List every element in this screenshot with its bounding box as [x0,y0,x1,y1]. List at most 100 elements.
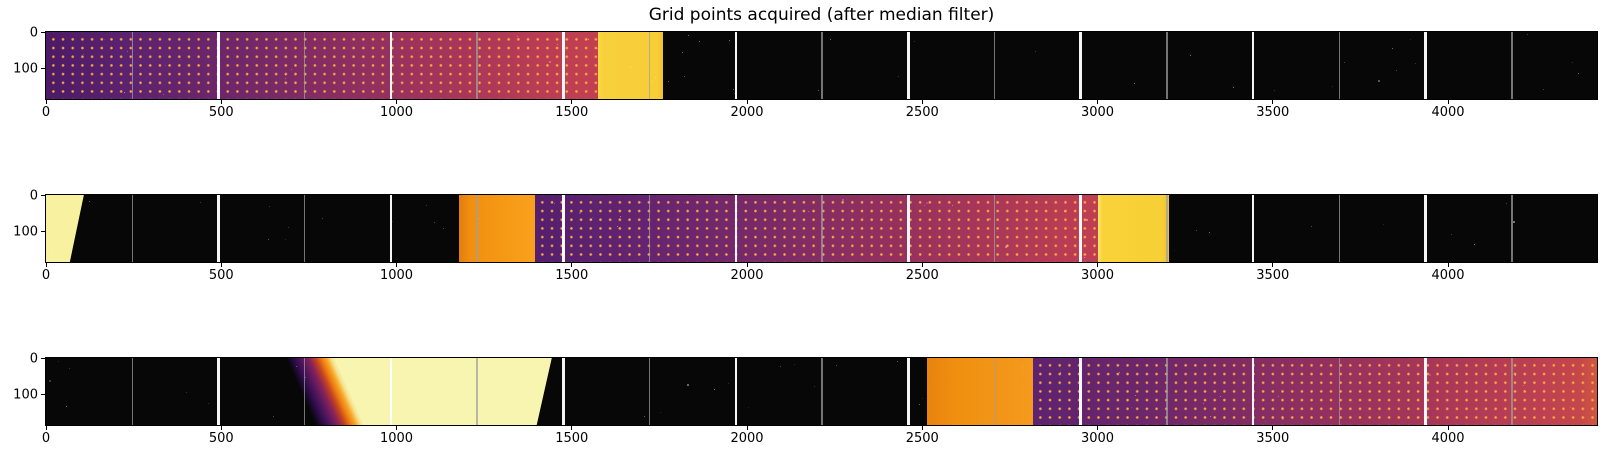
panel-gap-line-dim [131,358,133,425]
noise-speck [683,202,685,204]
panel-gap-line-bright [1079,195,1082,262]
noise-speck [1264,421,1266,423]
x-tick-label: 1000 [379,105,414,120]
noise-speck [619,215,621,217]
noise-speck [1377,80,1380,83]
noise-speck [477,218,479,220]
x-tick-label: 1500 [555,268,589,283]
figure-title: Grid points acquired (after median filte… [648,5,995,25]
x-tick-label: 3500 [1256,105,1290,120]
noise-speck [1118,372,1120,374]
y-tick-label: 0 [29,351,38,366]
noise-speck [1069,227,1071,229]
x-tick-label: 2000 [730,431,764,446]
panel-gap-line-dim [993,32,996,99]
panel-gap-line-dim [131,195,133,262]
noise-speck [88,200,90,202]
y-tick-mark [41,231,45,232]
noise-speck [1392,48,1394,50]
noise-speck [921,397,923,399]
noise-speck [272,416,274,418]
noise-speck [862,216,864,218]
panel-gap-line-dim [476,358,478,425]
noise-speck [1021,365,1023,367]
noise-speck [996,230,998,232]
noise-speck [681,51,683,53]
noise-speck [425,204,427,206]
noise-speck [989,217,992,220]
noise-speck [208,402,210,404]
x-tick-mark [921,263,923,267]
x-tick-mark [45,426,47,430]
noise-speck [503,410,505,412]
noise-speck [579,212,582,215]
panel-gap-line-bright [1251,195,1255,262]
panel-gap-line-bright [1424,195,1427,262]
x-tick-mark [746,263,748,267]
x-tick-mark [396,426,397,430]
panel-gap-line-dim [476,32,478,99]
noise-speck [515,414,518,417]
x-tick-mark [571,100,573,104]
noise-speck [284,238,286,240]
panel-gap-line-dim [1338,195,1341,262]
x-tick-label: 500 [208,268,234,283]
panel-gap-line-dim [821,195,823,262]
x-tick-mark [220,426,222,430]
noise-speck [68,368,70,370]
noise-speck [1196,229,1198,231]
noise-speck [659,412,661,414]
panel-gap-line-bright [389,195,393,262]
noise-speck [1189,54,1191,56]
y-tick-label: 100 [13,61,38,76]
noise-speck [288,226,290,228]
noise-speck [747,406,749,408]
x-tick-label: 3000 [1080,105,1115,120]
heatmap-segment [1033,358,1597,425]
noise-speck [1035,50,1037,52]
noise-speck [1429,374,1432,377]
noise-speck [1063,211,1065,213]
noise-speck [267,239,269,241]
noise-speck [541,361,543,363]
noise-speck [1526,34,1528,36]
y-tick-mark [41,32,45,33]
noise-speck [667,81,669,83]
noise-speck [1414,63,1416,65]
noise-speck [1209,416,1211,418]
noise-speck [186,392,188,394]
panel-gap-line-bright [562,195,565,262]
y-tick-label: 100 [13,224,38,239]
x-tick-label: 3000 [1080,268,1115,283]
x-tick-mark [1097,426,1099,430]
panel-gap-line-bright [907,195,910,262]
panel-gap-line-dim [993,358,996,425]
noise-speck [1513,220,1516,223]
noise-speck [779,365,781,367]
x-tick-mark [571,263,573,267]
noise-speck [412,80,414,82]
noise-speck [1220,396,1222,398]
x-tick-mark [921,426,923,430]
x-tick-mark [396,100,397,104]
noise-speck [1331,86,1333,88]
noise-speck [1130,407,1132,409]
noise-speck [684,76,686,78]
panel-gap-line-dim [1338,32,1341,99]
panel-gap-line-bright [389,358,393,425]
noise-speck [698,41,700,43]
noise-speck [1395,381,1397,383]
panel-gap-line-dim [1511,32,1513,99]
x-tick-mark [1272,263,1274,267]
noise-speck [687,34,689,36]
panel-gap-line-bright [562,358,565,425]
noise-speck [290,68,292,70]
y-tick-mark [41,358,45,359]
noise-speck [179,59,181,60]
noise-speck [1086,219,1089,222]
noise-speck [1560,398,1562,400]
x-tick-label: 4000 [1431,268,1465,283]
x-tick-mark [1447,100,1449,104]
x-tick-mark [220,100,222,104]
noise-speck [923,204,925,206]
